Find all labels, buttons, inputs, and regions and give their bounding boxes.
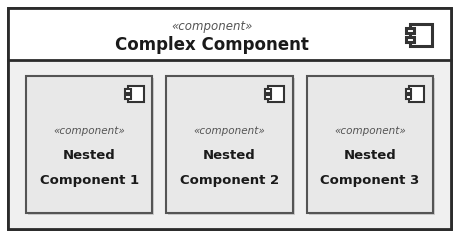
- Text: «component»: «component»: [334, 126, 406, 136]
- Bar: [308, 78, 435, 215]
- Bar: [265, 89, 271, 93]
- Bar: [26, 76, 152, 213]
- Bar: [406, 37, 414, 42]
- Bar: [307, 76, 433, 213]
- Text: «component»: «component»: [171, 20, 252, 33]
- Text: Complex Component: Complex Component: [115, 36, 309, 55]
- Bar: [8, 60, 451, 229]
- Bar: [166, 76, 293, 213]
- Bar: [265, 96, 271, 99]
- Bar: [410, 24, 432, 46]
- Bar: [268, 86, 284, 102]
- Bar: [125, 89, 131, 93]
- Bar: [168, 78, 295, 215]
- Text: Component 2: Component 2: [180, 174, 279, 187]
- Bar: [406, 28, 414, 33]
- Bar: [406, 89, 411, 93]
- Bar: [125, 96, 131, 99]
- Bar: [406, 96, 411, 99]
- Bar: [8, 8, 451, 60]
- Text: Component 1: Component 1: [39, 174, 139, 187]
- Text: Nested: Nested: [63, 149, 116, 162]
- Bar: [128, 86, 144, 102]
- Text: Component 3: Component 3: [320, 174, 420, 187]
- Bar: [28, 78, 154, 215]
- Text: «component»: «component»: [194, 126, 265, 136]
- Bar: [409, 86, 425, 102]
- Text: «component»: «component»: [53, 126, 125, 136]
- Text: Nested: Nested: [203, 149, 256, 162]
- Text: Nested: Nested: [343, 149, 396, 162]
